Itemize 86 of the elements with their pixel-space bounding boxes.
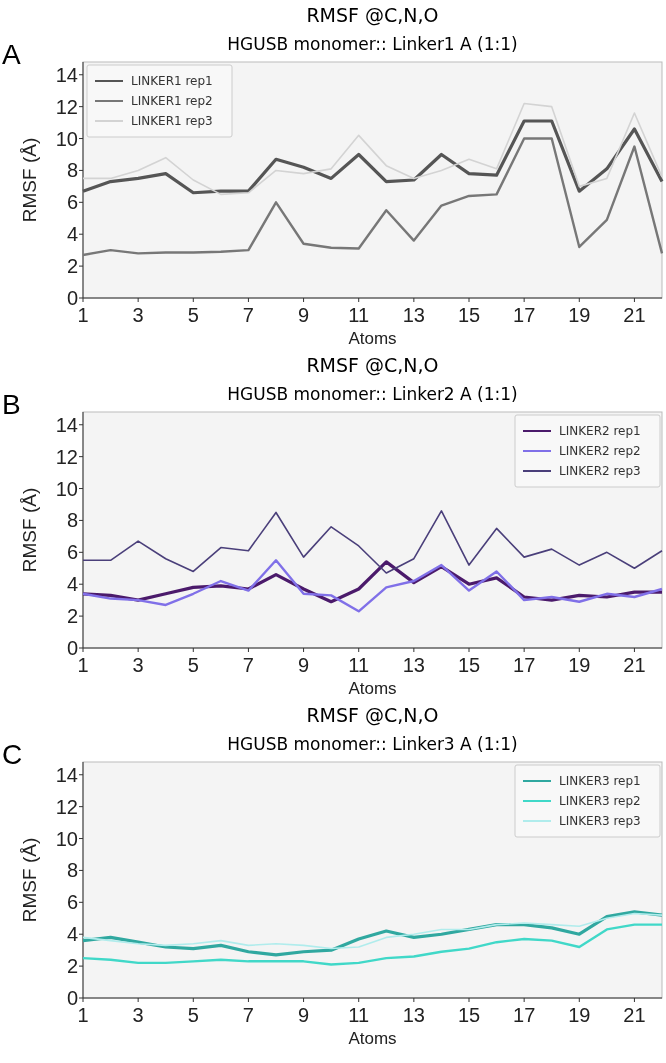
- y-tick-label: 6: [66, 541, 78, 564]
- y-tick-label: 6: [66, 891, 78, 914]
- y-tick-label: 0: [66, 637, 78, 659]
- x-tick-label: 15: [457, 304, 481, 326]
- line-series: [81, 137, 664, 257]
- y-tick-label: 14: [55, 413, 78, 436]
- line-series: [82, 912, 663, 950]
- y-tick-label: 10: [55, 127, 78, 150]
- text: B: [2, 389, 21, 420]
- x-tick-label: 11: [348, 1004, 370, 1026]
- x-tick-label: 21: [623, 304, 646, 326]
- y-tick-label: 6: [66, 191, 78, 214]
- x-tick-label: 21: [623, 1004, 646, 1026]
- x-tick-label: 21: [623, 654, 646, 676]
- x-tick-label: 7: [242, 654, 254, 676]
- x-tick-label: 11: [348, 304, 370, 326]
- x-tick-label: 19: [568, 304, 591, 326]
- x-tick-label: 1: [77, 654, 89, 676]
- y-tick-label: 12: [55, 795, 78, 818]
- y-tick-label: 10: [55, 827, 78, 850]
- y-axis-title: RMSF (Å): [19, 137, 40, 223]
- x-tick-label: 7: [242, 1004, 254, 1026]
- x-tick-label: 13: [402, 654, 425, 676]
- chart-title: RMSF @C,N,O: [306, 704, 439, 726]
- text: A: [2, 39, 21, 70]
- x-axis-title: Atoms: [348, 329, 397, 348]
- x-tick-label: 19: [568, 1004, 591, 1026]
- x-tick-label: 17: [513, 1004, 536, 1026]
- x-axis-title: Atoms: [348, 679, 397, 698]
- x-tick-label: 5: [187, 304, 199, 326]
- y-tick-label: 12: [55, 95, 78, 118]
- x-tick-label: 9: [298, 654, 310, 676]
- x-tick-label: 17: [513, 304, 536, 326]
- legend-label: LINKER1 rep3: [131, 114, 213, 129]
- x-tick-label: 15: [457, 654, 481, 676]
- x-axis-title: Atoms: [348, 1029, 397, 1048]
- y-axis-title: RMSF (Å): [19, 837, 40, 923]
- x-tick-label: 11: [348, 654, 370, 676]
- y-tick-label: 4: [66, 573, 78, 596]
- chart-subtitle: HGUSB monomer:: Linker1 A (1:1): [227, 34, 518, 54]
- y-tick-label: 2: [66, 255, 78, 278]
- x-tick-label: 13: [402, 1004, 425, 1026]
- text: C: [2, 739, 23, 770]
- legend-label: LINKER2 rep1: [559, 424, 641, 439]
- legend-label: LINKER2 rep3: [559, 464, 641, 479]
- x-tick-label: 3: [132, 304, 144, 326]
- y-tick-label: 2: [66, 955, 78, 978]
- y-tick-label: 12: [55, 445, 78, 468]
- legend-label: LINKER2 rep2: [559, 444, 641, 459]
- legend-label: LINKER1 rep1: [131, 74, 213, 89]
- x-tick-label: 9: [298, 304, 310, 326]
- y-tick-label: 14: [55, 763, 78, 786]
- y-tick-label: 0: [66, 287, 78, 309]
- x-tick-label: 7: [242, 304, 254, 326]
- x-tick-label: 3: [132, 1004, 144, 1026]
- x-tick-label: 3: [132, 654, 144, 676]
- y-tick-label: 0: [66, 987, 78, 1009]
- x-tick-label: 13: [402, 304, 425, 326]
- y-tick-label: 14: [55, 63, 78, 86]
- x-tick-label: 1: [77, 304, 89, 326]
- line-series: [81, 559, 664, 613]
- legend-label: LINKER3 rep2: [559, 794, 641, 809]
- x-tick-label: 17: [513, 654, 536, 676]
- y-tick-label: 4: [66, 923, 78, 946]
- x-tick-label: 1: [77, 1004, 89, 1026]
- x-tick-label: 15: [457, 1004, 481, 1026]
- line-series: [82, 510, 663, 574]
- x-tick-label: 19: [568, 654, 591, 676]
- chart-title: RMSF @C,N,O: [306, 354, 439, 376]
- y-axis-title: RMSF (Å): [19, 487, 40, 573]
- y-tick-label: 4: [66, 223, 78, 246]
- x-tick-label: 5: [187, 1004, 199, 1026]
- legend-label: LINKER3 rep1: [559, 774, 641, 789]
- y-tick-label: 8: [66, 509, 78, 532]
- x-tick-label: 9: [298, 1004, 310, 1026]
- line-series: [81, 923, 664, 966]
- chart-title: RMSF @C,N,O: [306, 4, 439, 26]
- y-tick-label: 8: [66, 159, 78, 182]
- y-tick-label: 8: [66, 859, 78, 882]
- y-tick-label: 10: [55, 477, 78, 500]
- legend-label: LINKER3 rep3: [559, 814, 641, 829]
- legend-label: LINKER1 rep2: [131, 94, 213, 109]
- chart-subtitle: HGUSB monomer:: Linker3 A (1:1): [227, 734, 518, 754]
- x-tick-label: 5: [187, 654, 199, 676]
- y-tick-label: 2: [66, 605, 78, 628]
- chart-subtitle: HGUSB monomer:: Linker2 A (1:1): [227, 384, 518, 404]
